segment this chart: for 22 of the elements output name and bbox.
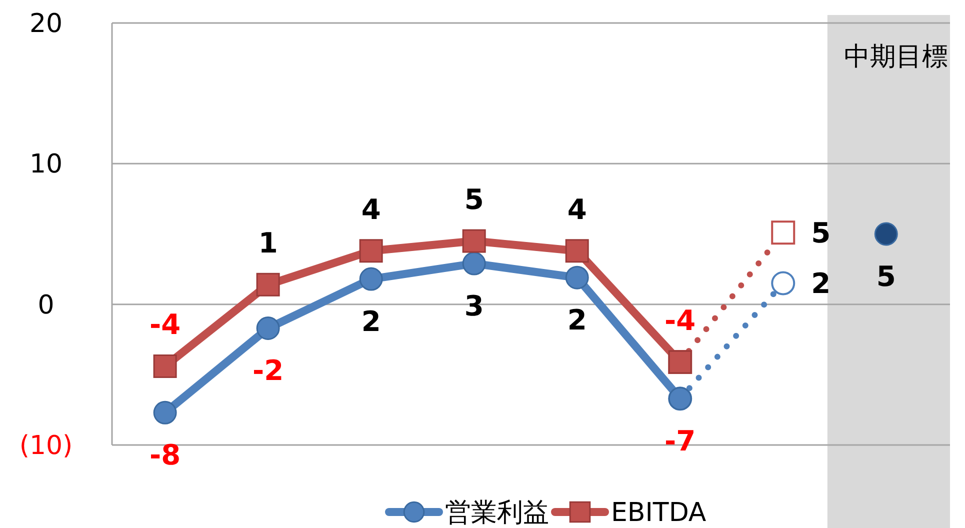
data-label: 4	[361, 192, 381, 226]
data-label: 2	[361, 305, 381, 338]
y-tick-label: 10	[29, 150, 63, 180]
legend-label: 営業利益	[445, 498, 549, 528]
legend-label: EBITDA	[611, 498, 706, 528]
data-label: 5	[811, 216, 831, 250]
data-label: 3	[464, 290, 484, 323]
y-tick-label: 20	[29, 9, 63, 39]
data-label: 2	[567, 304, 587, 337]
data-label: 1	[258, 226, 278, 260]
data-label: 5	[876, 260, 896, 293]
annotation: 中期目標	[844, 42, 948, 72]
data-label: 2	[811, 267, 831, 300]
data-label: -2	[252, 354, 284, 388]
data-label: -4	[664, 304, 696, 338]
data-label: 5	[464, 183, 484, 216]
data-label: -8	[149, 438, 181, 472]
data-label: -4	[149, 308, 181, 342]
data-label: -7	[664, 424, 696, 458]
y-tick-label: (10)	[19, 431, 73, 461]
data-label: 4	[567, 192, 587, 226]
y-tick-label: 0	[38, 290, 54, 320]
